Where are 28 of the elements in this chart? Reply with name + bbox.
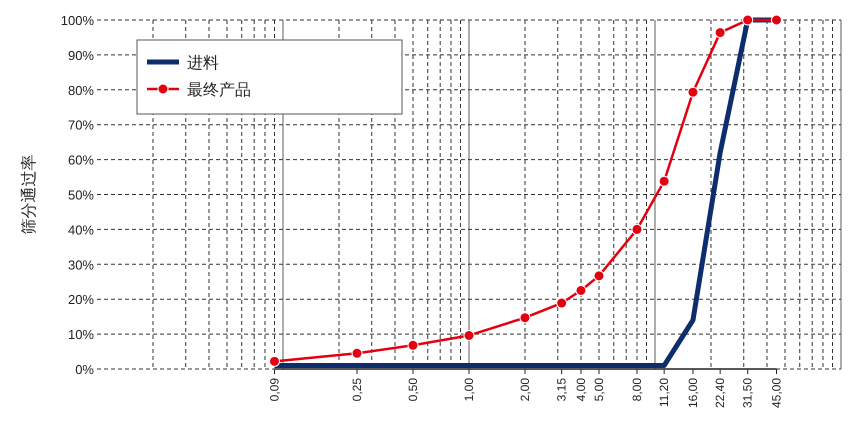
x-tick-label: 4,00: [574, 378, 588, 402]
y-tick-label: 30%: [68, 257, 94, 272]
y-tick-label: 50%: [68, 188, 94, 202]
y-axis-title: 筛分通过率: [20, 154, 38, 234]
x-tick-label: 16,00: [686, 378, 700, 408]
x-tick-label: 31,50: [740, 378, 755, 408]
y-tick-label: 70%: [68, 118, 94, 133]
x-tick-label: 0,25: [350, 378, 364, 402]
y-tick-label: 10%: [68, 327, 94, 342]
y-tick-label: 60%: [68, 152, 94, 168]
y-tick-label: 0%: [75, 362, 94, 377]
legend-label: 进料: [187, 54, 219, 72]
y-tick-label: 90%: [68, 48, 94, 63]
x-tick-label: 8,00: [630, 378, 644, 402]
x-tick-label: 1,00: [462, 378, 476, 402]
x-tick-label: 22,40: [713, 378, 728, 408]
legend-label: 最终产品: [187, 81, 251, 99]
x-tick-label: 0,09: [267, 378, 282, 402]
y-tick-label: 20%: [68, 292, 94, 308]
x-tick-label: 45,00: [769, 378, 784, 408]
y-tick-label: 100%: [60, 13, 94, 28]
x-tick-label: 0,50: [406, 378, 420, 402]
x-tick-label: 11,20: [657, 378, 672, 408]
x-tick-label: 2,00: [518, 378, 532, 402]
y-tick-label: 80%: [68, 82, 94, 98]
x-tick-label: 5,00: [592, 378, 606, 402]
y-tick-label: 40%: [68, 222, 94, 238]
x-tick-label: 3,15: [554, 378, 569, 402]
